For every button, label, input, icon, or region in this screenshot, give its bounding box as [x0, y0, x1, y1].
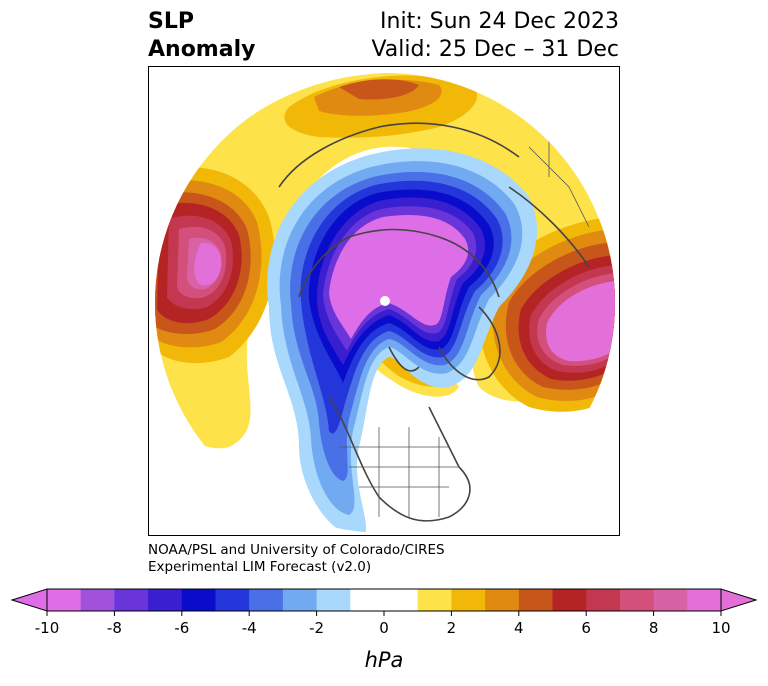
colorbar-tick-label: 4 — [514, 619, 524, 637]
colorbar-cell — [282, 589, 318, 611]
map-panel — [148, 66, 620, 536]
colorbar-tick-label: -2 — [309, 619, 324, 637]
colorbar-tick-label: 0 — [379, 619, 389, 637]
init-date: Init: Sun 24 Dec 2023 — [380, 9, 619, 34]
colorbar-cell — [350, 589, 385, 611]
map-title: SLP Anomaly — [148, 8, 255, 64]
colorbar: -10 -8 -6 -4 -2 0 2 4 6 8 10 — [10, 588, 758, 637]
colorbar-cell — [181, 589, 217, 611]
colorbar-cell — [518, 589, 554, 611]
colorbar-cell — [451, 589, 486, 611]
negative-arctic-core — [329, 215, 469, 339]
colorbar-cell — [619, 589, 655, 611]
colorbar-tick-label: 6 — [581, 619, 591, 637]
colorbar-cell — [586, 589, 621, 611]
title-line-2: Anomaly — [148, 37, 256, 62]
colorbar-cell — [653, 589, 688, 611]
credit-line-1: NOAA/PSL and University of Colorado/CIRE… — [148, 542, 445, 558]
colorbar-tick-label: 10 — [711, 619, 730, 637]
colorbar-cell — [148, 589, 183, 611]
colorbar-cell — [384, 589, 419, 611]
colorbar-cell — [114, 589, 149, 611]
forecast-dates: Init: Sun 24 Dec 2023 Valid: 25 Dec – 31… — [371, 8, 619, 64]
valid-dates: Valid: 25 Dec – 31 Dec — [371, 37, 619, 62]
colorbar-tick-label: -8 — [107, 619, 122, 637]
credit-text: NOAA/PSL and University of Colorado/CIRE… — [148, 542, 445, 576]
colorbar-unit-label: hPa — [364, 648, 404, 672]
north-pole-marker — [380, 296, 390, 306]
colorbar-cell — [249, 589, 284, 611]
colorbar-over-arrow — [720, 588, 758, 612]
colorbar-cell — [80, 589, 115, 611]
colorbar-under-arrow — [10, 588, 48, 612]
colorbar-tick-label: 8 — [649, 619, 659, 637]
colorbar-cell — [417, 589, 452, 611]
colorbar-tick-label: -10 — [35, 619, 60, 637]
colorbar-cell — [316, 589, 351, 611]
anomaly-map — [155, 73, 615, 533]
coastlines — [278, 122, 590, 522]
borders — [339, 127, 590, 517]
colorbar-cell — [687, 589, 722, 611]
colorbar-cell — [552, 589, 587, 611]
colorbar-tick-label: -4 — [242, 619, 257, 637]
title-line-1: SLP — [148, 9, 194, 34]
colorbar-cells — [47, 589, 722, 611]
credit-line-2: Experimental LIM Forecast (v2.0) — [148, 559, 372, 575]
colorbar-cell — [215, 589, 250, 611]
colorbar-ticks: -10 -8 -6 -4 -2 0 2 4 6 8 10 — [35, 611, 731, 637]
colorbar-cell — [485, 589, 520, 611]
colorbar-tick-label: -6 — [174, 619, 189, 637]
colorbar-cell — [47, 589, 82, 611]
colorbar-tick-label: 2 — [447, 619, 457, 637]
